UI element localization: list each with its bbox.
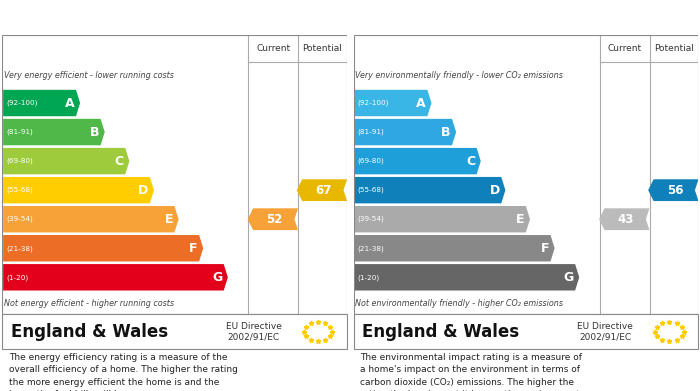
Text: E: E (516, 213, 524, 226)
Text: (1-20): (1-20) (6, 274, 29, 281)
Text: A: A (65, 97, 75, 109)
Text: Very environmentally friendly - lower CO₂ emissions: Very environmentally friendly - lower CO… (355, 71, 563, 80)
Polygon shape (354, 90, 431, 116)
Text: Very energy efficient - lower running costs: Very energy efficient - lower running co… (4, 71, 174, 80)
Text: B: B (90, 126, 99, 138)
Text: Potential: Potential (654, 44, 694, 53)
Text: (81-91): (81-91) (6, 129, 33, 135)
Text: (1-20): (1-20) (358, 274, 380, 281)
Text: 67: 67 (316, 184, 332, 197)
Text: E: E (164, 213, 173, 226)
Text: Environmental Impact (CO₂) Rating: Environmental Impact (CO₂) Rating (362, 11, 624, 24)
Polygon shape (354, 235, 554, 262)
Polygon shape (3, 235, 203, 262)
Text: 52: 52 (267, 213, 283, 226)
Polygon shape (3, 148, 130, 174)
Text: (21-38): (21-38) (6, 245, 33, 251)
Text: Potential: Potential (302, 44, 342, 53)
Text: F: F (540, 242, 549, 255)
Polygon shape (354, 206, 530, 232)
Polygon shape (3, 119, 105, 145)
Text: England & Wales: England & Wales (10, 323, 168, 341)
Polygon shape (354, 148, 481, 174)
Text: EU Directive
2002/91/EC: EU Directive 2002/91/EC (226, 322, 282, 341)
Text: 43: 43 (618, 213, 634, 226)
Polygon shape (3, 90, 80, 116)
Polygon shape (648, 179, 699, 201)
Text: Not environmentally friendly - higher CO₂ emissions: Not environmentally friendly - higher CO… (355, 299, 564, 308)
Text: Not energy efficient - higher running costs: Not energy efficient - higher running co… (4, 299, 174, 308)
Text: Current: Current (608, 44, 642, 53)
Polygon shape (297, 179, 347, 201)
Text: The environmental impact rating is a measure of
a home's impact on the environme: The environmental impact rating is a mea… (360, 353, 583, 391)
Text: C: C (115, 154, 124, 168)
Text: A: A (416, 97, 426, 109)
Text: (92-100): (92-100) (358, 100, 389, 106)
Polygon shape (354, 119, 456, 145)
Text: G: G (564, 271, 574, 284)
Polygon shape (3, 177, 154, 203)
Text: Energy Efficiency Rating: Energy Efficiency Rating (10, 11, 194, 24)
Text: (81-91): (81-91) (358, 129, 384, 135)
Text: C: C (466, 154, 475, 168)
Text: F: F (189, 242, 197, 255)
Text: (69-80): (69-80) (358, 158, 384, 164)
Text: D: D (138, 184, 148, 197)
Text: EU Directive
2002/91/EC: EU Directive 2002/91/EC (578, 322, 634, 341)
Polygon shape (3, 264, 228, 291)
Text: G: G (212, 271, 223, 284)
Text: (55-68): (55-68) (358, 187, 384, 194)
Text: (39-54): (39-54) (358, 216, 384, 222)
Text: (92-100): (92-100) (6, 100, 38, 106)
Text: (39-54): (39-54) (6, 216, 33, 222)
Text: (21-38): (21-38) (358, 245, 384, 251)
Polygon shape (248, 208, 298, 230)
Polygon shape (3, 206, 178, 232)
Text: (69-80): (69-80) (6, 158, 33, 164)
Text: England & Wales: England & Wales (362, 323, 519, 341)
Text: B: B (441, 126, 451, 138)
Text: D: D (489, 184, 500, 197)
Text: (55-68): (55-68) (6, 187, 33, 194)
Text: The energy efficiency rating is a measure of the
overall efficiency of a home. T: The energy efficiency rating is a measur… (9, 353, 238, 391)
Polygon shape (599, 208, 650, 230)
Text: Current: Current (256, 44, 290, 53)
Text: 56: 56 (667, 184, 683, 197)
Polygon shape (354, 264, 580, 291)
Polygon shape (354, 177, 505, 203)
